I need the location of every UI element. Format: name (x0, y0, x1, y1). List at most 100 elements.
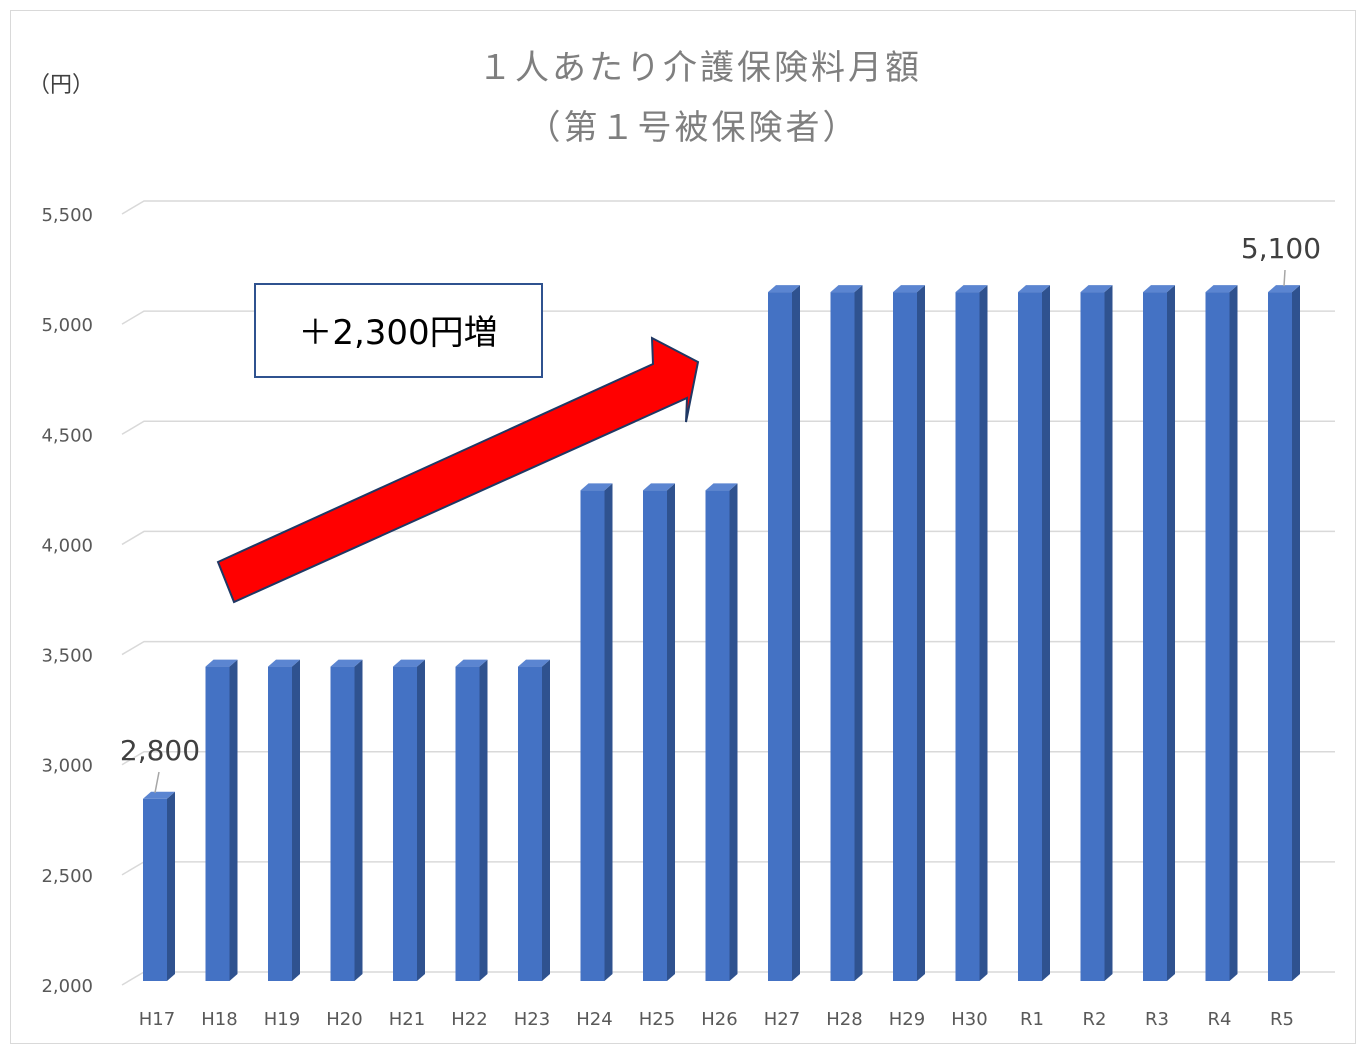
bar-H29 (893, 285, 925, 982)
x-tick-label: H27 (764, 1009, 800, 1030)
bar-R2 (1080, 285, 1113, 982)
bar-R1 (1018, 285, 1050, 982)
gridlines (121, 200, 1335, 986)
x-tick-label: H19 (264, 1009, 300, 1030)
gridline-3000 (121, 750, 1335, 766)
bar-front (893, 292, 917, 982)
bar-side (1042, 285, 1050, 982)
y-tick-label: 4,500 (41, 425, 93, 446)
gridline-5500 (121, 200, 1335, 215)
bar-R3 (1143, 285, 1175, 982)
bar-R5 (1268, 285, 1300, 982)
gridline-5000 (121, 310, 1335, 325)
bar-H17 (143, 791, 175, 981)
bar-front (643, 490, 667, 981)
bar-side (354, 659, 363, 981)
x-tick-label: H28 (826, 1009, 862, 1030)
arrow-shape (216, 336, 700, 604)
bar-top (393, 659, 425, 667)
x-tick-label: H21 (389, 1009, 425, 1030)
bar-top (1143, 285, 1175, 293)
data-label-H17: 2,800 (120, 734, 200, 793)
x-tick-label: R1 (1020, 1009, 1044, 1030)
y-tick-label: 5,500 (41, 205, 93, 226)
bar-front (330, 666, 355, 981)
y-tick-label: 2,500 (41, 866, 93, 887)
bar-top (1268, 285, 1300, 293)
bar-side (979, 285, 988, 982)
bar-top (330, 659, 363, 667)
x-tick-label: H25 (639, 1009, 675, 1030)
bar-top (1018, 285, 1050, 293)
bar-side (229, 659, 238, 981)
x-tick-label: R2 (1083, 1009, 1107, 1030)
bar-H18 (205, 659, 238, 981)
x-tick-label: R3 (1145, 1009, 1169, 1030)
y-tick-label: 2,000 (41, 976, 93, 997)
gridline-4000 (121, 530, 1335, 546)
bar-top (705, 483, 738, 491)
bar-front (1080, 292, 1105, 982)
data-label-text: 5,100 (1241, 232, 1321, 265)
bar-side (1167, 285, 1175, 982)
bar-front (768, 292, 792, 982)
bar-side (667, 483, 675, 981)
bar-top (455, 659, 488, 667)
gridline-4500 (121, 420, 1335, 435)
x-tick-label: H26 (701, 1009, 737, 1030)
y-tick-label: 4,000 (41, 535, 93, 556)
bar-top (1080, 285, 1113, 293)
bar-side (917, 285, 925, 982)
x-tick-label: H17 (139, 1009, 175, 1030)
bar-top (518, 659, 550, 667)
bar-H28 (830, 285, 863, 982)
bar-H20 (330, 659, 363, 981)
bar-side (292, 659, 300, 981)
data-label-R5: 5,100 (1241, 232, 1321, 287)
y-tick-label: 3,500 (41, 646, 93, 667)
bar-front (268, 666, 292, 981)
gridline-3500 (121, 640, 1335, 656)
x-tick-label: H29 (889, 1009, 925, 1030)
chart-title-line-2: （第１号被保険者） (527, 108, 860, 148)
bar-front (1205, 292, 1230, 982)
bar-top (643, 483, 675, 491)
increase-arrow (216, 336, 700, 604)
x-tick-label: R5 (1270, 1009, 1294, 1030)
bar-side (542, 659, 550, 981)
bar-H21 (393, 659, 425, 981)
bar-front (143, 798, 167, 981)
bar-H24 (580, 483, 613, 981)
x-tick-label: H30 (951, 1009, 987, 1030)
bar-side (417, 659, 425, 981)
bar-front (1268, 292, 1292, 982)
x-axis-ticks: H17 H18 H19 H20 H21 H22 H23 H24 H25 H26 H27 H28 H29 H… (139, 1009, 1294, 1030)
callout-text: ＋2,300円増 (298, 313, 497, 353)
bar-front (393, 666, 417, 981)
bar-side (604, 483, 613, 981)
bar-side (1104, 285, 1113, 982)
bar-top (143, 791, 175, 799)
bar-H30 (955, 285, 988, 982)
y-axis-ticks: 2,000 2,500 3,000 3,500 4,000 4,500 5,000 5,500 (41, 205, 93, 997)
bar-front (1018, 292, 1042, 982)
bar-side (479, 659, 488, 981)
bar-side (854, 285, 863, 982)
bars (143, 285, 1300, 982)
bar-H27 (768, 285, 800, 982)
y-tick-label: 3,000 (41, 756, 93, 777)
bar-side (1292, 285, 1300, 982)
x-tick-label: H23 (514, 1009, 550, 1030)
bar-H25 (643, 483, 675, 981)
bar-front (518, 666, 542, 981)
x-tick-label: H20 (326, 1009, 362, 1030)
leader-line (154, 771, 160, 793)
leader-line (1283, 269, 1286, 287)
chart-frame (10, 10, 1356, 1044)
bar-top (830, 285, 863, 293)
bar-top (768, 285, 800, 293)
x-tick-label: H18 (201, 1009, 237, 1030)
bar-front (1143, 292, 1167, 982)
data-labels: 2,800 5,100 (120, 232, 1321, 793)
